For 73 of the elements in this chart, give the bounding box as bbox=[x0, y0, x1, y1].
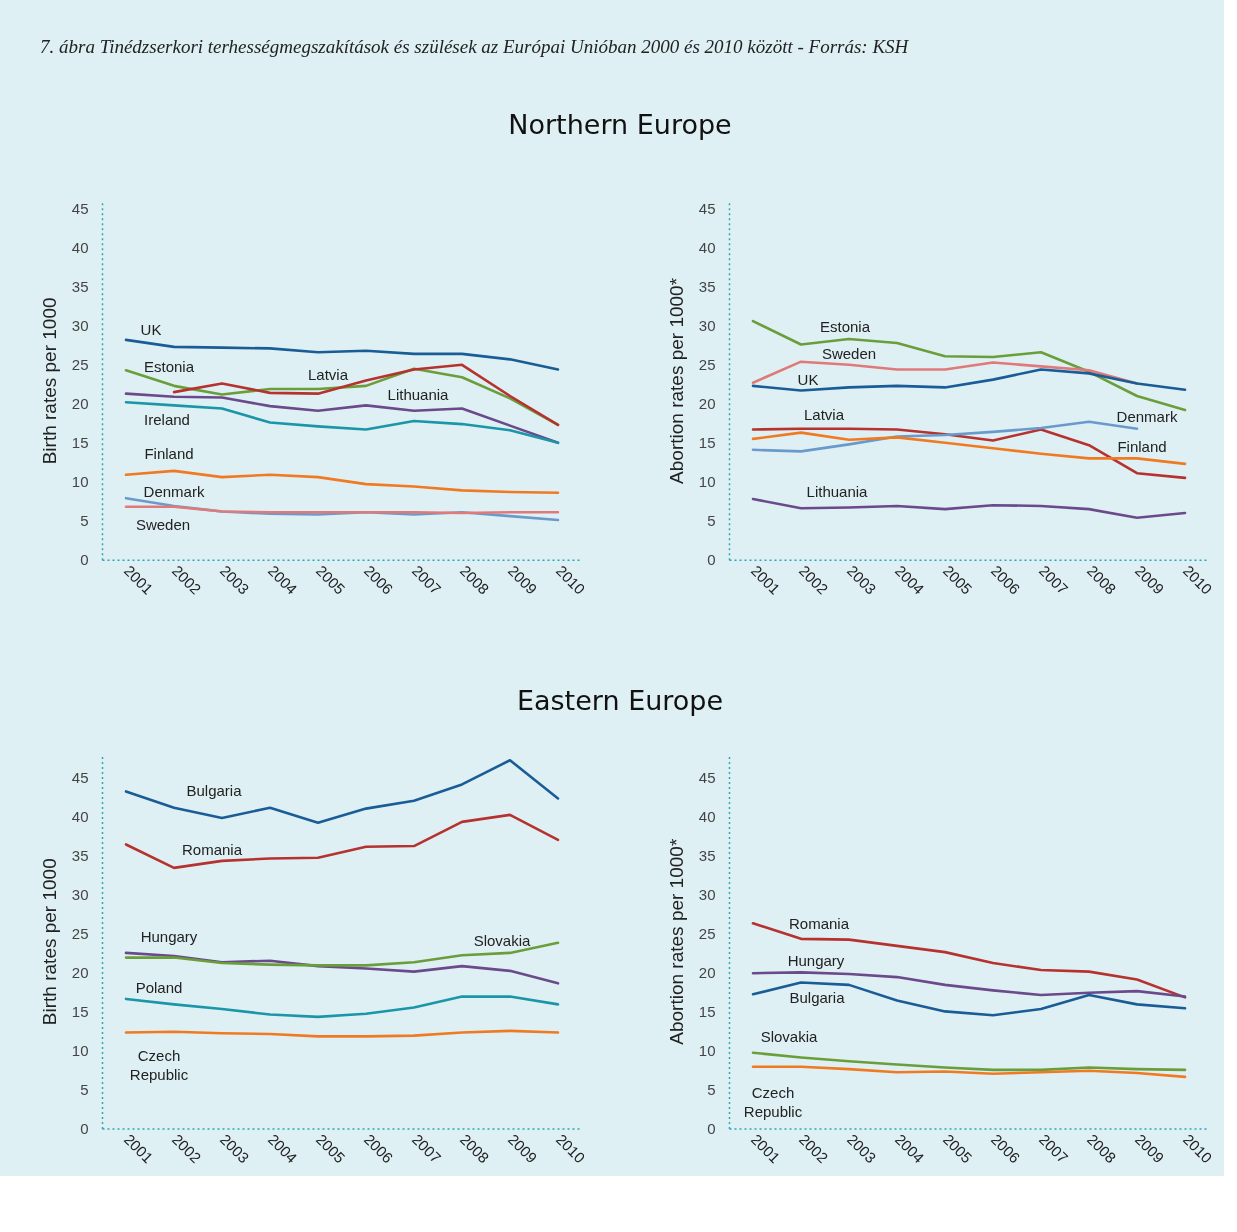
y-tick-label: 5 bbox=[80, 1080, 89, 1098]
series-label: Finland bbox=[1117, 438, 1167, 456]
y-tick-label: 20 bbox=[71, 395, 89, 413]
y-tick-label: 25 bbox=[698, 924, 716, 942]
y-tick-label: 25 bbox=[698, 356, 716, 374]
series-label: Lithuania bbox=[806, 482, 869, 500]
y-axis-title: Birth rates per 1000 bbox=[38, 297, 60, 465]
y-axis-title: Abortion rates per 1000* bbox=[665, 277, 687, 484]
series-label: Sweden bbox=[135, 515, 191, 533]
y-tick-label: 10 bbox=[71, 473, 89, 491]
series-label: UK bbox=[797, 370, 819, 388]
y-tick-label: 35 bbox=[698, 846, 716, 864]
series-label: Lithuania bbox=[387, 385, 450, 403]
series-label: Bulgaria bbox=[789, 988, 846, 1006]
series-label: Latvia bbox=[803, 405, 845, 423]
y-tick-label: 30 bbox=[71, 317, 89, 335]
series-label: Denmark bbox=[143, 482, 205, 500]
y-tick-label: 5 bbox=[80, 512, 89, 530]
y-tick-label: 10 bbox=[71, 1041, 89, 1059]
y-tick-label: 0 bbox=[80, 1119, 89, 1137]
y-tick-label: 40 bbox=[71, 239, 89, 257]
series-label: Poland bbox=[135, 979, 183, 997]
series-label: Hungary bbox=[787, 952, 845, 970]
y-axis-title: Birth rates per 1000 bbox=[38, 858, 60, 1026]
y-tick-label: 35 bbox=[71, 278, 89, 296]
y-tick-label: 40 bbox=[698, 239, 716, 257]
y-tick-label: 30 bbox=[71, 885, 89, 903]
y-axis-title: Abortion rates per 1000* bbox=[665, 838, 687, 1045]
series-label: Finland bbox=[144, 444, 194, 462]
y-tick-label: 40 bbox=[698, 807, 716, 825]
series-label: Czech Republic bbox=[743, 1083, 803, 1120]
series-label: Ireland bbox=[144, 411, 190, 429]
series-label: Sweden bbox=[821, 344, 877, 362]
y-tick-label: 10 bbox=[698, 473, 716, 491]
y-tick-label: 10 bbox=[698, 1041, 716, 1059]
series-label: Czech Republic bbox=[129, 1046, 189, 1083]
series-label: Estonia bbox=[143, 357, 195, 375]
y-tick-label: 0 bbox=[707, 551, 716, 569]
y-tick-label: 30 bbox=[698, 317, 716, 335]
y-tick-label: 5 bbox=[707, 1080, 716, 1098]
y-tick-label: 35 bbox=[71, 846, 89, 864]
y-tick-label: 25 bbox=[71, 924, 89, 942]
y-tick-label: 45 bbox=[71, 200, 89, 218]
series-label: Romania bbox=[181, 840, 243, 858]
y-tick-label: 30 bbox=[698, 885, 716, 903]
series-label: Slovakia bbox=[760, 1028, 818, 1046]
y-tick-label: 45 bbox=[71, 768, 89, 786]
series-label: Estonia bbox=[819, 318, 871, 336]
series-label: Slovakia bbox=[473, 931, 531, 949]
y-tick-label: 45 bbox=[698, 200, 716, 218]
y-tick-label: 45 bbox=[698, 768, 716, 786]
series-label: UK bbox=[140, 320, 162, 338]
series-label: Denmark bbox=[1116, 407, 1178, 425]
y-tick-label: 0 bbox=[707, 1119, 716, 1137]
text: 7. ábra Tinédzserkori terhességmegszakítások és szülések az Európai Unióban 2000 és 2010 között - Forrás: KSH bbox=[40, 36, 910, 57]
y-tick-label: 20 bbox=[698, 963, 716, 981]
y-tick-label: 5 bbox=[707, 512, 716, 530]
y-tick-label: 40 bbox=[71, 807, 89, 825]
y-tick-label: 0 bbox=[80, 551, 89, 569]
y-tick-label: 25 bbox=[71, 356, 89, 374]
y-tick-label: 15 bbox=[71, 1002, 89, 1020]
series-label: Bulgaria bbox=[186, 781, 243, 799]
y-tick-label: 15 bbox=[71, 434, 89, 452]
series-label: Latvia bbox=[307, 365, 349, 383]
y-tick-label: 35 bbox=[698, 278, 716, 296]
series-label: Romania bbox=[788, 914, 850, 932]
chart-title: Eastern Europe bbox=[516, 685, 724, 716]
y-tick-label: 15 bbox=[698, 1002, 716, 1020]
y-tick-label: 15 bbox=[698, 434, 716, 452]
chart-title: Northern Europe bbox=[508, 109, 732, 140]
series-label: Hungary bbox=[140, 928, 198, 946]
y-tick-label: 20 bbox=[698, 395, 716, 413]
y-tick-label: 20 bbox=[71, 963, 89, 981]
